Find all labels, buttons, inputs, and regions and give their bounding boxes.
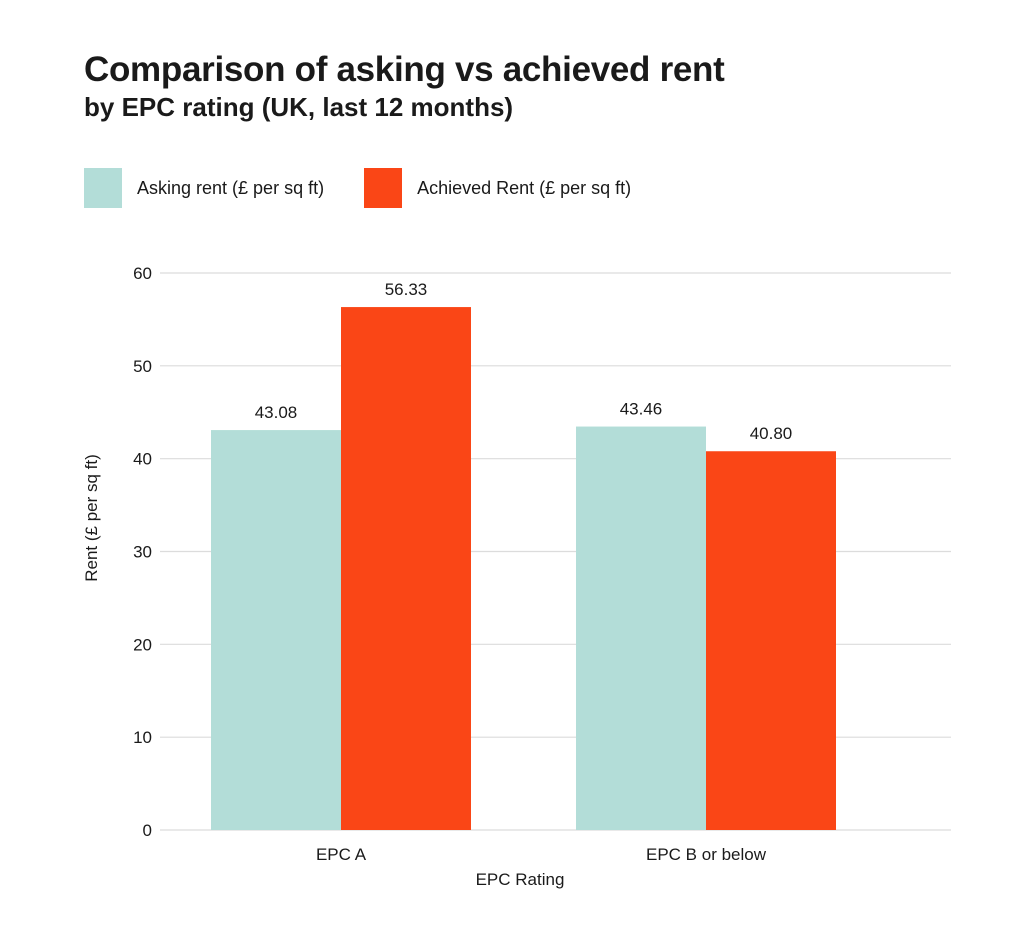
chart-subtitle: by EPC rating (UK, last 12 months): [84, 92, 514, 122]
x-tick-label: EPC B or below: [646, 845, 767, 864]
legend-label-asking: Asking rent (£ per sq ft): [137, 177, 325, 198]
bar-asking: [576, 426, 706, 830]
y-tick-label: 20: [133, 635, 152, 654]
legend: Asking rent (£ per sq ft) Achieved Rent …: [84, 168, 671, 208]
x-axis-title: EPC Rating: [476, 870, 565, 889]
y-tick-label: 50: [133, 357, 152, 376]
bar-value-label: 56.33: [385, 280, 428, 299]
y-tick-label: 40: [133, 450, 152, 469]
y-tick-label: 0: [143, 821, 152, 840]
legend-swatch-asking: [84, 168, 122, 208]
y-axis-title: Rent (£ per sq ft): [82, 454, 101, 582]
x-tick-label: EPC A: [316, 845, 367, 864]
bar-asking: [211, 430, 341, 830]
legend-item-achieved: Achieved Rent (£ per sq ft): [364, 168, 631, 208]
chart-title: Comparison of asking vs achieved rent: [84, 50, 725, 89]
legend-item-asking: Asking rent (£ per sq ft): [84, 168, 324, 208]
bar-achieved: [706, 451, 836, 830]
y-tick-label: 30: [133, 543, 152, 562]
legend-swatch-achieved: [364, 168, 403, 208]
bar-value-label: 40.80: [750, 424, 793, 443]
y-tick-label: 60: [133, 264, 152, 283]
bar-value-label: 43.08: [255, 403, 298, 422]
legend-label-achieved: Achieved Rent (£ per sq ft): [417, 177, 632, 198]
y-tick-label: 10: [133, 728, 152, 747]
bar-value-label: 43.46: [620, 400, 663, 419]
bar-achieved: [341, 307, 471, 830]
